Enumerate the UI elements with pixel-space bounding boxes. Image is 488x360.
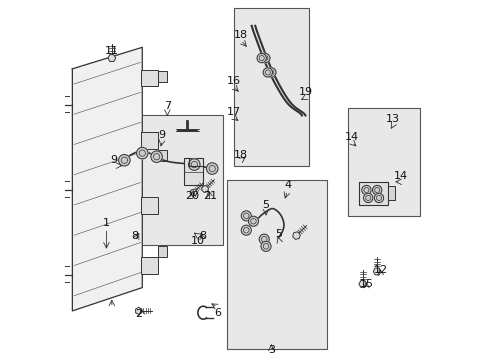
Text: 5: 5 — [275, 229, 282, 239]
Bar — [183, 158, 203, 185]
Text: 8: 8 — [199, 231, 206, 240]
Bar — [348, 108, 419, 216]
Text: 12: 12 — [373, 265, 387, 275]
Bar — [158, 71, 167, 81]
Circle shape — [372, 185, 381, 195]
Circle shape — [136, 147, 148, 159]
Text: 15: 15 — [359, 279, 373, 289]
Text: 14: 14 — [345, 132, 358, 142]
Text: 6: 6 — [214, 308, 221, 318]
Text: 7: 7 — [163, 102, 171, 112]
Circle shape — [259, 234, 269, 244]
Bar — [140, 132, 158, 149]
Bar — [140, 257, 158, 274]
Bar — [140, 197, 158, 213]
Circle shape — [260, 53, 269, 63]
Bar — [359, 182, 387, 205]
Bar — [112, 116, 223, 244]
Circle shape — [248, 216, 258, 226]
Text: 21: 21 — [203, 191, 217, 201]
Circle shape — [257, 53, 266, 63]
Bar — [158, 246, 167, 257]
Text: 14: 14 — [393, 171, 407, 181]
Circle shape — [261, 241, 270, 251]
Text: 8: 8 — [131, 231, 139, 240]
Circle shape — [151, 151, 162, 162]
Text: 18: 18 — [233, 150, 247, 160]
Text: 9: 9 — [110, 155, 117, 165]
Text: 17: 17 — [226, 107, 240, 117]
Circle shape — [241, 211, 251, 221]
Text: 19: 19 — [298, 87, 312, 97]
Text: 16: 16 — [226, 76, 240, 86]
Circle shape — [263, 68, 272, 77]
Circle shape — [373, 193, 383, 203]
Text: 11: 11 — [104, 46, 119, 56]
Text: 4: 4 — [284, 180, 290, 190]
Text: 2: 2 — [135, 310, 142, 319]
Circle shape — [361, 185, 370, 195]
Text: 3: 3 — [267, 345, 274, 355]
Text: 5: 5 — [262, 200, 269, 210]
Text: 10: 10 — [190, 236, 204, 246]
Text: 20: 20 — [185, 191, 199, 201]
Circle shape — [363, 193, 372, 203]
Bar — [359, 182, 387, 205]
Bar — [387, 186, 394, 200]
Bar — [158, 150, 167, 161]
Text: 9: 9 — [158, 130, 165, 140]
Polygon shape — [72, 47, 142, 311]
Text: 1: 1 — [103, 218, 110, 228]
Text: 13: 13 — [386, 114, 400, 124]
Circle shape — [119, 154, 130, 166]
Circle shape — [206, 163, 218, 174]
Circle shape — [266, 68, 276, 77]
Bar — [226, 180, 326, 348]
Text: 18: 18 — [233, 30, 247, 40]
Circle shape — [241, 225, 251, 235]
Bar — [233, 8, 308, 166]
Bar — [140, 70, 158, 86]
Circle shape — [188, 159, 200, 170]
